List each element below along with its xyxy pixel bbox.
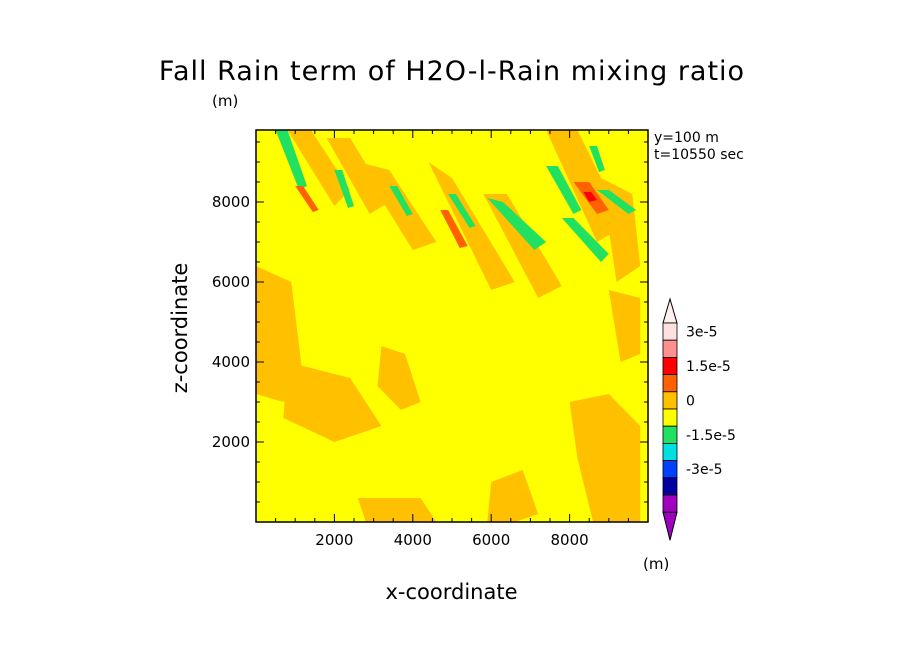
colorbar-label-0: 3e-5 (686, 325, 717, 341)
colorbar-box-10 (662, 494, 678, 513)
colorbar-label-2: 0 (686, 393, 695, 409)
contour-region-15 (334, 170, 354, 208)
colorbar-bottom-arrow (662, 511, 678, 541)
x-axis-label: x-coordinate (385, 580, 518, 604)
annotation-y: y=100 m (654, 130, 719, 146)
contour-region-0 (287, 130, 351, 206)
contour-region-17 (546, 166, 582, 214)
contour-region-11 (487, 470, 539, 522)
y-axis-label: z-coordinate (168, 262, 192, 394)
colorbar-box-2 (662, 356, 678, 375)
contour-region-1 (326, 138, 390, 214)
colorbar-box-4 (662, 391, 678, 410)
contour-region-8 (283, 362, 382, 442)
x-tick-label-4000: 4000 (394, 531, 432, 549)
contour-region-19 (597, 190, 637, 214)
contour-region-10 (357, 498, 437, 522)
contour-region-21 (389, 186, 413, 216)
y-tick-label-6000: 6000 (212, 273, 250, 291)
colorbar-label-1: 1.5e-5 (686, 359, 731, 375)
colorbar-box-6 (662, 425, 678, 444)
y-tick-label-4000: 4000 (212, 353, 250, 371)
annotation-t: t=10550 sec (654, 147, 744, 163)
contour-region-20 (589, 146, 605, 172)
colorbar-top-arrow (662, 297, 678, 324)
contour-region-6 (601, 178, 641, 282)
y-tick-label-8000: 8000 (212, 193, 250, 211)
contour-region-14 (275, 130, 307, 190)
y-tick-label-2000: 2000 (212, 433, 250, 451)
contour-region-24 (440, 210, 468, 248)
colorbar-box-7 (662, 442, 678, 461)
contour-region-26 (583, 192, 597, 202)
colorbar-unit: (m) (643, 555, 670, 573)
colorbar: 3e-5 1.5e-5 0 -1.5e-5 -3e-5 (662, 297, 736, 541)
colorbar-box-9 (662, 477, 678, 496)
contour-region-16 (487, 198, 547, 250)
contour-regions (256, 130, 641, 522)
x-tick-label-6000: 6000 (472, 531, 510, 549)
colorbar-label-3: -1.5e-5 (686, 428, 736, 444)
colorbar-box-0 (662, 322, 678, 341)
contour-region-22 (448, 194, 476, 228)
title-unit: (m) (212, 92, 239, 110)
colorbar-label-4: -3e-5 (686, 462, 723, 478)
colorbar-box-1 (662, 339, 678, 358)
chart-title: Fall Rain term of H2O-l-Rain mixing rati… (158, 56, 746, 87)
contour-region-2 (357, 162, 437, 250)
contour-region-12 (377, 346, 421, 410)
contour-region-13 (608, 290, 641, 362)
contour-region-4 (483, 194, 562, 298)
contour-region-18 (561, 218, 609, 262)
contour-region-9 (569, 394, 641, 522)
contour-region-25 (295, 186, 319, 212)
x-tick-label-2000: 2000 (315, 531, 353, 549)
colorbar-box-5 (662, 408, 678, 427)
x-tick-label-8000: 8000 (551, 531, 589, 549)
colorbar-box-3 (662, 374, 678, 393)
axis-ticks: 2000 4000 6000 8000 2000 4000 6000 8000 (212, 130, 648, 549)
colorbar-box-8 (662, 460, 678, 479)
